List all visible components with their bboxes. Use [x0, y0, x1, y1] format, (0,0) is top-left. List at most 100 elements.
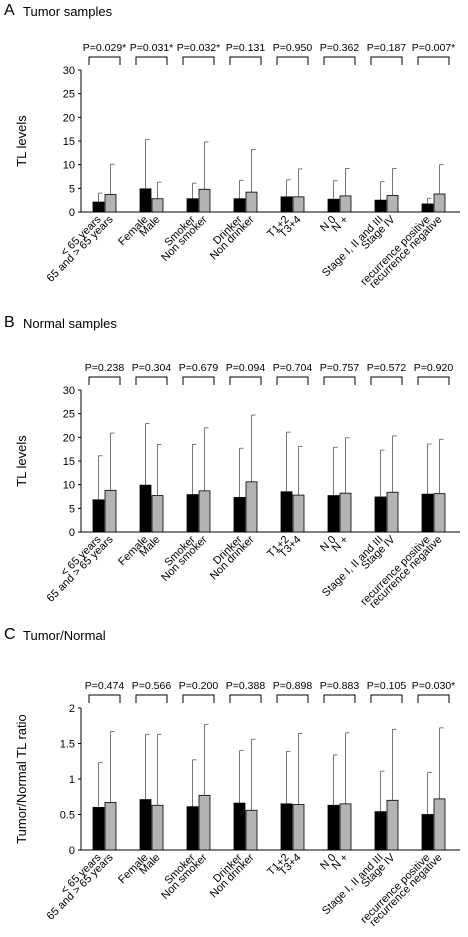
bar — [386, 799, 399, 851]
bar — [421, 814, 434, 851]
significance-bracket — [276, 694, 309, 703]
panel-normal-samples: B Normal samples TL levels 0 5 10 15 20 25 30 < … — [0, 312, 468, 624]
bar — [327, 804, 340, 851]
bar — [92, 201, 105, 213]
chart-title: Normal samples — [23, 316, 117, 331]
bar — [292, 494, 305, 533]
y-tick-label: 0 — [69, 845, 75, 857]
x-category-label: 65 and > 65 years — [45, 851, 116, 922]
bar — [421, 203, 434, 213]
p-value-label: P=0.679 — [179, 362, 219, 374]
p-value-label: P=0.883 — [320, 680, 360, 692]
y-tick-label: 20 — [63, 432, 75, 444]
significance-bracket — [229, 56, 262, 65]
bar — [245, 809, 258, 851]
bar — [92, 806, 105, 851]
significance-bracket — [88, 56, 121, 65]
y-tick-label: 30 — [63, 65, 75, 77]
bar — [327, 495, 340, 533]
bar — [233, 802, 246, 851]
bar — [198, 490, 211, 533]
p-value-label: P=0.304 — [132, 362, 172, 374]
panel-letter: A — [4, 2, 15, 19]
y-tick-label: 10 — [63, 480, 75, 492]
p-value-label: P=0.029* — [83, 42, 127, 54]
bar — [104, 194, 117, 213]
significance-bracket — [370, 56, 403, 65]
bar — [280, 491, 293, 533]
p-value-label: P=0.131 — [226, 42, 266, 54]
bar — [92, 499, 105, 533]
p-value-label: P=0.362 — [320, 42, 360, 54]
bar — [139, 484, 152, 533]
p-value-label: P=0.187 — [367, 42, 407, 54]
bar — [245, 481, 258, 533]
bar — [374, 496, 387, 533]
y-axis-label: Tumor/Normal TL ratio — [14, 714, 29, 844]
x-category-label: 65 and > 65 years — [45, 213, 116, 284]
y-tick-label: 2 — [69, 703, 75, 715]
bar — [280, 196, 293, 213]
y-axis-label: TL levels — [14, 435, 29, 487]
x-category-label: 65 and > 65 years — [45, 533, 116, 604]
significance-bracket — [88, 694, 121, 703]
y-tick-label: 5 — [69, 183, 75, 195]
y-tick-label: 20 — [63, 112, 75, 124]
p-value-label: P=0.030* — [412, 680, 456, 692]
significance-bracket — [323, 376, 356, 385]
significance-bracket — [182, 56, 215, 65]
significance-bracket — [88, 376, 121, 385]
y-tick-label: 25 — [63, 89, 75, 101]
p-value-label: P=0.757 — [320, 362, 360, 374]
panel-tumor-normal: C Tumor/Normal Tumor/Normal TL ratio 0 0.5… — [0, 624, 468, 937]
bar — [327, 198, 340, 213]
y-tick-label: 0 — [69, 207, 75, 219]
y-tick-label: 1 — [69, 774, 75, 786]
panel-letter: B — [4, 314, 15, 331]
significance-bracket — [370, 694, 403, 703]
y-tick-label: 0 — [69, 527, 75, 539]
y-tick-label: 5 — [69, 503, 75, 515]
chart-title: Tumor samples — [23, 4, 113, 19]
y-tick-label: 0.5 — [60, 810, 75, 822]
y-tick-label: 25 — [63, 409, 75, 421]
significance-bracket — [323, 694, 356, 703]
significance-bracket — [229, 694, 262, 703]
p-value-label: P=0.032* — [177, 42, 221, 54]
bar — [139, 799, 152, 851]
bar — [186, 806, 199, 851]
p-value-label: P=0.898 — [273, 680, 313, 692]
bar — [151, 804, 164, 851]
p-value-label: P=0.238 — [85, 362, 125, 374]
bar — [104, 489, 117, 533]
bar — [198, 188, 211, 213]
significance-bracket — [135, 694, 168, 703]
bar — [433, 493, 446, 533]
panel-tumor-samples: A Tumor samples TL levels 0 5 10 15 20 25 30 < 6… — [0, 0, 468, 312]
y-tick-label: 1.5 — [60, 739, 75, 751]
significance-bracket — [417, 694, 450, 703]
bar — [374, 811, 387, 851]
bar — [233, 198, 246, 213]
p-value-label: P=0.566 — [132, 680, 172, 692]
bar — [186, 198, 199, 213]
bar — [386, 195, 399, 213]
p-value-label: P=0.474 — [85, 680, 125, 692]
bar — [421, 493, 434, 533]
bar — [104, 802, 117, 851]
significance-bracket — [276, 376, 309, 385]
significance-bracket — [135, 56, 168, 65]
bar — [433, 798, 446, 851]
p-value-label: P=0.950 — [273, 42, 313, 54]
p-value-label: P=0.105 — [367, 680, 407, 692]
bar — [292, 804, 305, 851]
significance-bracket — [370, 376, 403, 385]
significance-bracket — [417, 56, 450, 65]
y-tick-label: 30 — [63, 385, 75, 397]
p-value-label: P=0.094 — [226, 362, 266, 374]
chart-title: Tumor/Normal — [23, 628, 106, 643]
bar — [151, 495, 164, 533]
